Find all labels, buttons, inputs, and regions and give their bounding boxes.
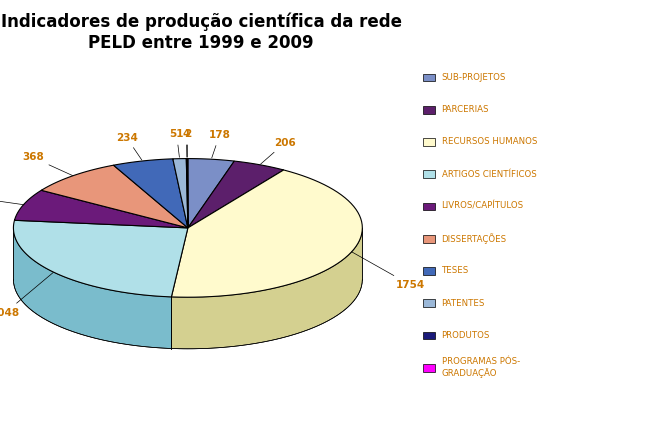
FancyBboxPatch shape	[423, 74, 435, 81]
Text: 306: 306	[0, 191, 24, 205]
Text: PARCERIAS: PARCERIAS	[442, 105, 489, 114]
Polygon shape	[113, 159, 188, 228]
Polygon shape	[187, 159, 188, 228]
Text: RECURSOS HUMANOS: RECURSOS HUMANOS	[442, 138, 537, 146]
Text: SUB-PROJETOS: SUB-PROJETOS	[442, 73, 506, 82]
Text: PROGRAMAS PÓS-
GRADUAÇÃO: PROGRAMAS PÓS- GRADUAÇÃO	[442, 357, 520, 378]
FancyBboxPatch shape	[423, 364, 435, 372]
FancyBboxPatch shape	[423, 106, 435, 114]
Polygon shape	[171, 228, 362, 349]
FancyBboxPatch shape	[423, 267, 435, 275]
Text: 178: 178	[209, 130, 230, 158]
Text: DISSERTAÇÕES: DISSERTAÇÕES	[442, 233, 507, 244]
Polygon shape	[188, 161, 284, 228]
Text: 1048: 1048	[0, 273, 53, 318]
Polygon shape	[13, 230, 171, 348]
Text: 1754: 1754	[352, 252, 425, 290]
Polygon shape	[173, 159, 188, 228]
Text: PATENTES: PATENTES	[442, 299, 485, 307]
FancyBboxPatch shape	[423, 332, 435, 339]
FancyBboxPatch shape	[423, 203, 435, 210]
Polygon shape	[42, 165, 188, 228]
Polygon shape	[13, 220, 188, 297]
Text: 4: 4	[183, 129, 190, 157]
Text: LIVROS/CAPÍTULOS: LIVROS/CAPÍTULOS	[442, 202, 523, 211]
Text: ARTIGOS CIENTÍFICOS: ARTIGOS CIENTÍFICOS	[442, 170, 536, 178]
FancyBboxPatch shape	[423, 299, 435, 307]
Polygon shape	[15, 190, 188, 228]
FancyBboxPatch shape	[423, 138, 435, 146]
Text: 368: 368	[22, 153, 72, 175]
FancyBboxPatch shape	[423, 235, 435, 243]
Text: 2: 2	[184, 129, 191, 157]
Text: 234: 234	[115, 132, 142, 160]
Text: TESES: TESES	[442, 267, 469, 275]
Text: 206: 206	[260, 138, 296, 164]
Text: PRODUTOS: PRODUTOS	[442, 331, 490, 340]
FancyBboxPatch shape	[423, 170, 435, 178]
Text: 51: 51	[169, 129, 184, 157]
Polygon shape	[171, 170, 362, 297]
Text: Indicadores de produção científica da rede
PELD entre 1999 e 2009: Indicadores de produção científica da re…	[1, 13, 402, 52]
Polygon shape	[188, 159, 234, 228]
